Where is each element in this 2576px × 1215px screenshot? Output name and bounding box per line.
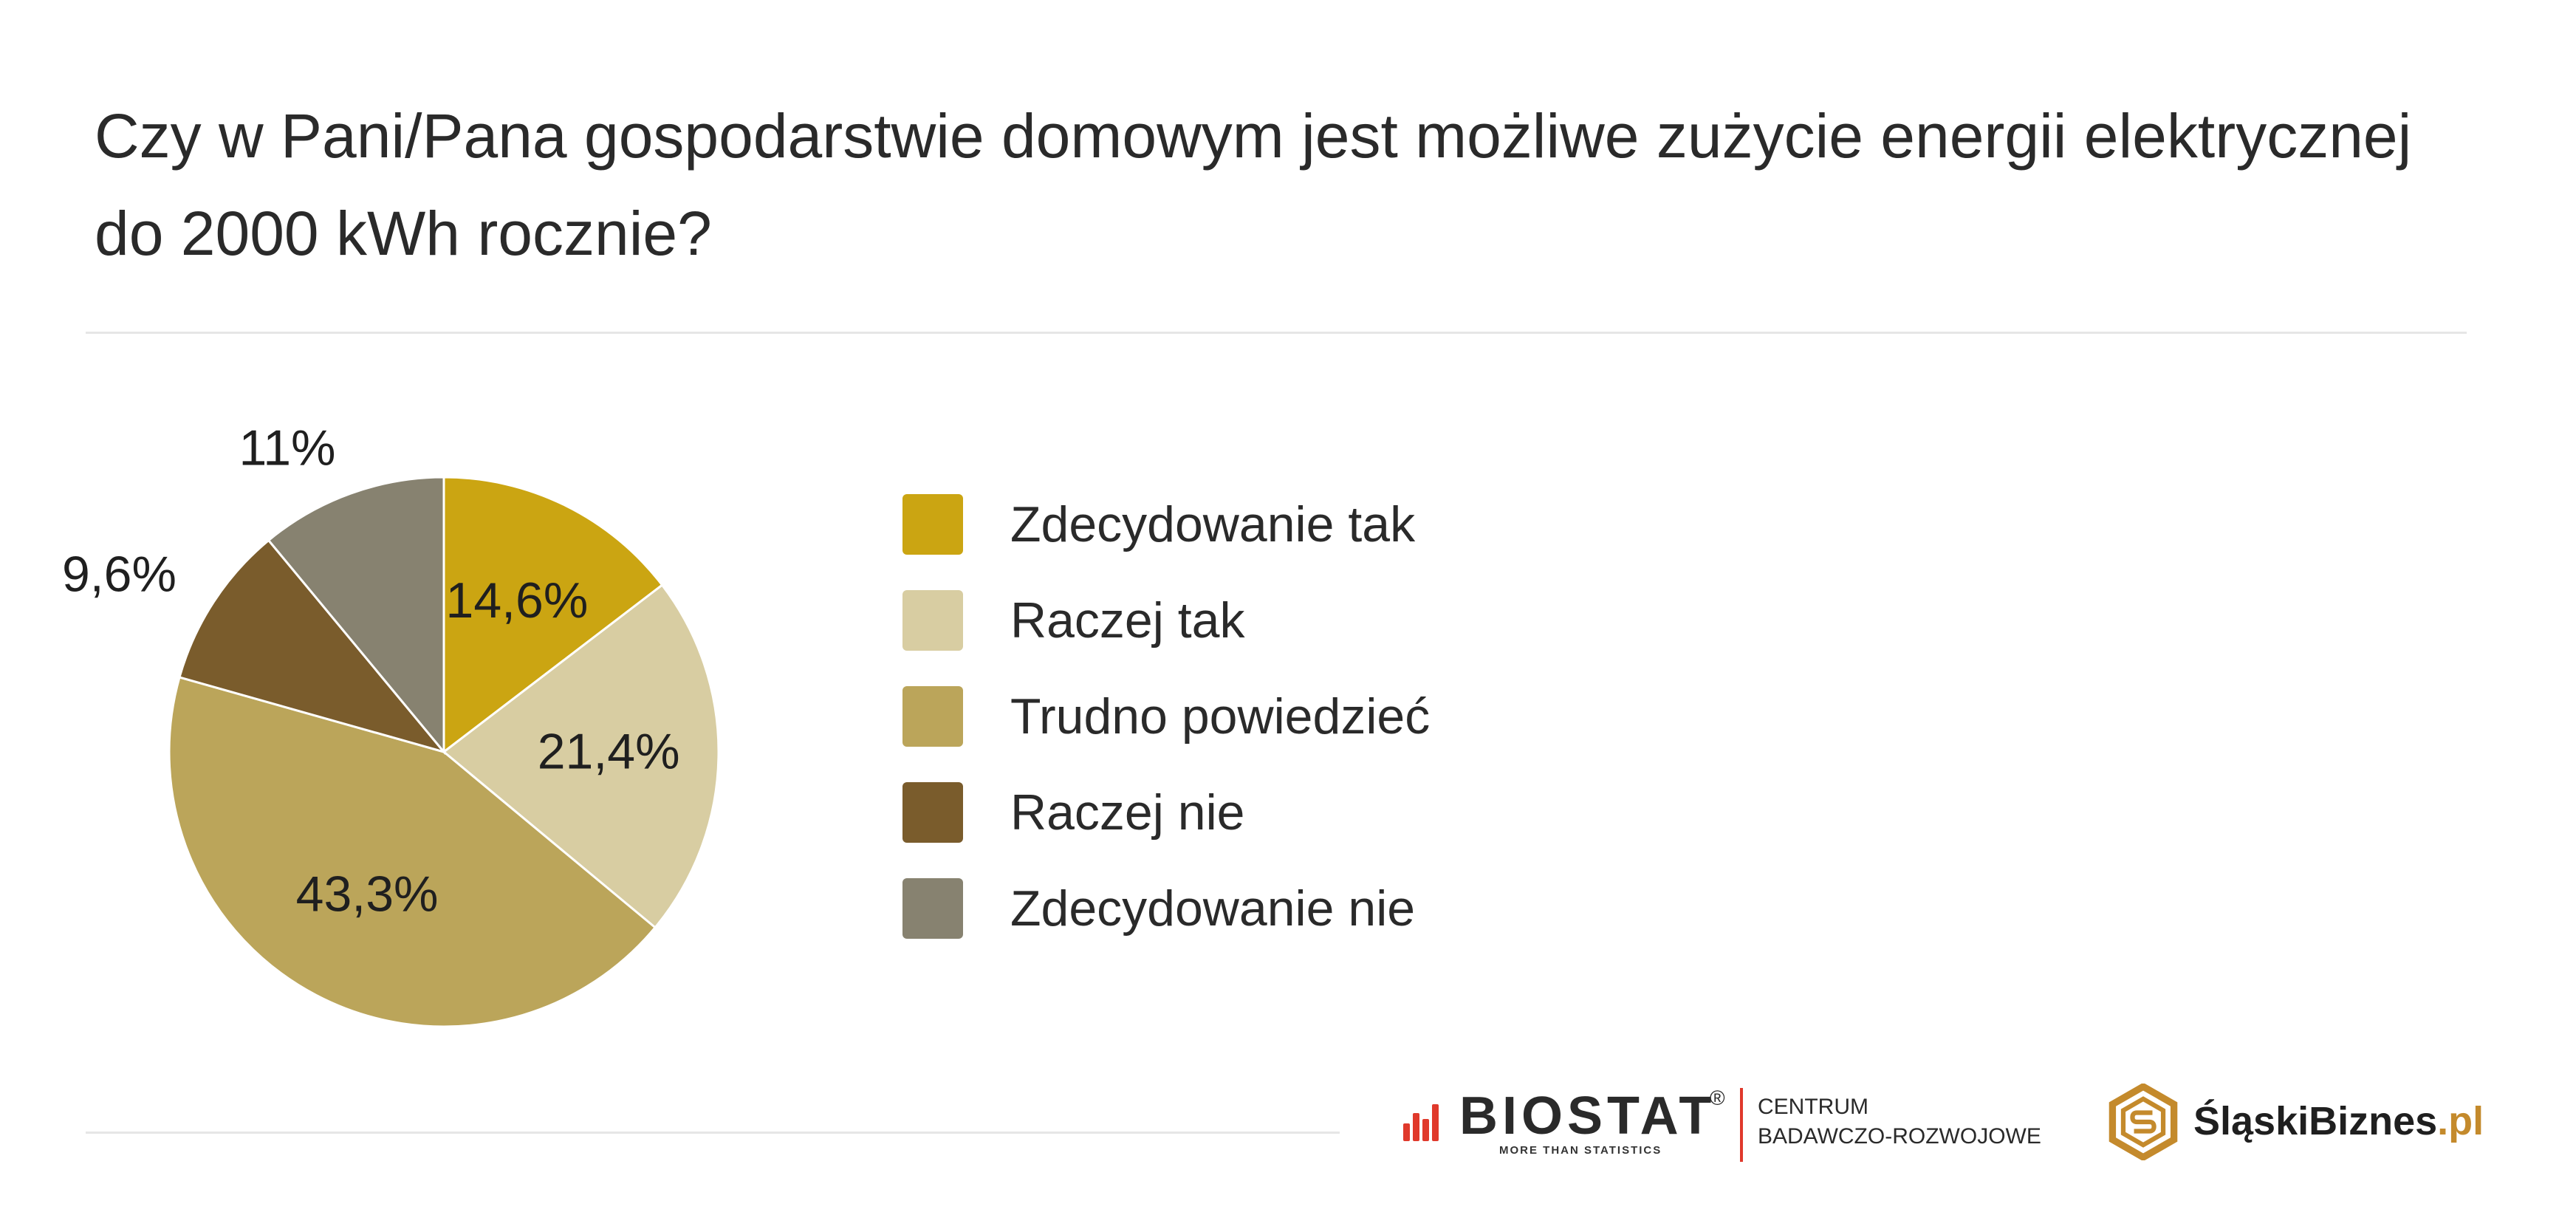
legend-label: Raczej tak xyxy=(1010,592,1245,648)
legend-item: Trudno powiedzieć xyxy=(902,668,1430,764)
slaski-biznes-logo-text: ŚląskiBiznes.pl xyxy=(2193,1098,2484,1144)
centrum-line-1: CENTRUM xyxy=(1758,1095,1868,1119)
legend-item: Zdecydowanie nie xyxy=(902,860,1430,956)
pie-slice xyxy=(442,583,720,929)
chart-legend: Zdecydowanie tak Raczej tak Trudno powiedz… xyxy=(902,476,1430,956)
legend-label: Zdecydowanie nie xyxy=(1010,880,1416,937)
pie-slice xyxy=(442,476,664,755)
pie-data-label: 11% xyxy=(239,420,335,476)
biostat-registered-mark: ® xyxy=(1710,1086,1725,1109)
title-line-1: Czy w Pani/Pana gospodarstwie domowym je… xyxy=(95,101,2412,171)
top-divider xyxy=(86,332,2467,334)
slaski-biznes-hexagon-icon xyxy=(2109,1084,2178,1160)
pie-chart: 14,6% 21,4% 43,3% 9,6% 11% xyxy=(62,420,720,1028)
legend-label: Zdecydowanie tak xyxy=(1010,496,1416,552)
logo-separator xyxy=(1740,1088,1743,1162)
pie-labels: 14,6% 21,4% 43,3% 9,6% 11% xyxy=(62,420,680,923)
biostat-bars-icon xyxy=(1403,1095,1448,1141)
bottom-divider xyxy=(86,1132,1340,1134)
footer-logos: BIOSTAT ® MORE THAN STATISTICS CENTRUM B… xyxy=(1403,1082,2484,1185)
legend-label: Trudno powiedzieć xyxy=(1010,688,1431,745)
pie-data-label: 43,3% xyxy=(296,866,439,923)
pie-slice xyxy=(178,538,448,754)
pie-data-label: 14,6% xyxy=(446,572,589,629)
pie-slices xyxy=(168,476,720,1028)
legend-item: Zdecydowanie tak xyxy=(902,476,1430,572)
pie-data-label: 9,6% xyxy=(62,546,177,602)
legend-label: Raczej nie xyxy=(1010,784,1245,841)
legend-swatch xyxy=(902,782,963,843)
legend-swatch xyxy=(902,878,963,939)
slaski-suffix: .pl xyxy=(2437,1099,2484,1143)
biostat-logo-text: BIOSTAT xyxy=(1459,1086,1716,1146)
centrum-text: CENTRUM BADAWCZO-ROZWOJOWE xyxy=(1758,1092,2041,1151)
title-line-2: do 2000 kWh rocznie? xyxy=(95,199,712,268)
centrum-line-2: BADAWCZO-ROZWOJOWE xyxy=(1758,1124,2041,1149)
legend-item: Raczej nie xyxy=(902,764,1430,860)
pie-slice xyxy=(267,476,445,756)
legend-item: Raczej tak xyxy=(902,572,1430,668)
slaski-name: ŚląskiBiznes xyxy=(2193,1099,2438,1143)
chart-title: Czy w Pani/Pana gospodarstwie domowym je… xyxy=(95,87,2458,282)
pie-slice xyxy=(168,676,657,1028)
biostat-tagline: MORE THAN STATISTICS xyxy=(1499,1144,1662,1157)
legend-swatch xyxy=(902,494,963,555)
legend-swatch xyxy=(902,686,963,747)
legend-swatch xyxy=(902,590,963,651)
pie-data-label: 21,4% xyxy=(538,724,680,780)
